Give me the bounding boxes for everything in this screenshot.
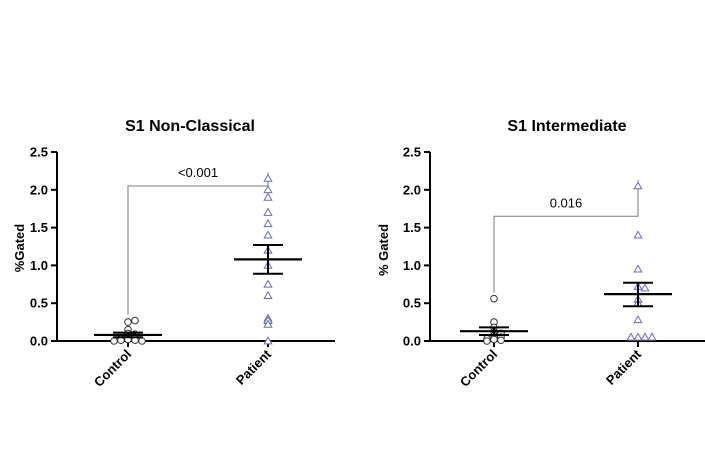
y-tick-label: 2.5 <box>403 145 421 160</box>
patient-data-point <box>263 173 273 182</box>
chart-panel-intermediate: S1 Intermediate % Gated 0.0 0.5 1.0 1.5 2.0 2… <box>376 118 705 390</box>
control-data-point <box>131 316 139 325</box>
significance-bracket <box>127 172 269 315</box>
x-tick-label-control: Control <box>91 347 134 390</box>
patient-data-point <box>263 319 273 328</box>
control-data-point <box>490 335 498 344</box>
chart-title: S1 Non-Classical <box>125 118 255 135</box>
patient-data-point <box>640 332 650 341</box>
control-data-point <box>124 318 132 326</box>
x-tick-label-patient: Patient <box>233 346 275 388</box>
patient-data-point <box>263 279 273 288</box>
y-tick-label: 0.5 <box>403 296 421 311</box>
y-tick-label: 1.5 <box>403 220 421 235</box>
y-tick-label: 1.0 <box>30 258 48 273</box>
patient-data-point <box>263 184 273 194</box>
plot-area: 0.0 0.5 1.0 1.5 2.0 2.5 Control Patient 0.016 <box>403 145 705 390</box>
patient-data-point <box>633 230 643 239</box>
y-tick-label: 2.5 <box>30 145 48 160</box>
x-tick-label-patient: Patient <box>603 346 645 388</box>
y-tick-label: 0.0 <box>30 334 48 349</box>
control-data-point <box>110 337 118 345</box>
patient-data-point <box>633 315 643 324</box>
x-tick-label-control: Control <box>457 347 500 390</box>
control-data-point <box>138 337 146 345</box>
patient-data-point <box>633 264 643 273</box>
y-tick-label: 1.0 <box>403 258 421 273</box>
patient-data-point <box>626 332 636 341</box>
patient-data-point <box>263 290 273 299</box>
chart-title: S1 Intermediate <box>507 118 626 135</box>
patient-data-point <box>263 192 273 201</box>
plot-area: 0.0 0.5 1.0 1.5 2.0 2.5 Control Patient <0.001 <box>30 145 335 390</box>
control-data-point <box>483 337 491 345</box>
patient-data-point <box>263 230 273 239</box>
significance-bracket <box>493 180 639 293</box>
p-value-annotation: 0.016 <box>550 195 583 210</box>
patient-data-point <box>263 207 273 216</box>
patient-data-point <box>640 283 650 292</box>
patient-data-point <box>263 336 273 345</box>
patient-data-point <box>647 332 657 341</box>
y-tick-label: 2.0 <box>403 182 421 197</box>
y-tick-label: 0.0 <box>403 334 421 349</box>
patient-data-point <box>263 219 273 228</box>
chart-panel-non-classical: S1 Non-Classical %Gated 0.0 0.5 1.0 1.5 2.0 2… <box>12 118 335 390</box>
y-tick-label: 2.0 <box>30 182 48 197</box>
y-tick-label: 0.5 <box>30 296 48 311</box>
y-axis-label: %Gated <box>12 224 27 272</box>
control-data-point <box>497 336 505 345</box>
control-data-point <box>490 294 498 303</box>
p-value-annotation: <0.001 <box>178 165 218 180</box>
patient-data-point <box>633 332 643 341</box>
patient-data-point <box>633 181 643 190</box>
y-tick-label: 1.5 <box>30 220 48 235</box>
y-axis-label: % Gated <box>376 224 391 276</box>
